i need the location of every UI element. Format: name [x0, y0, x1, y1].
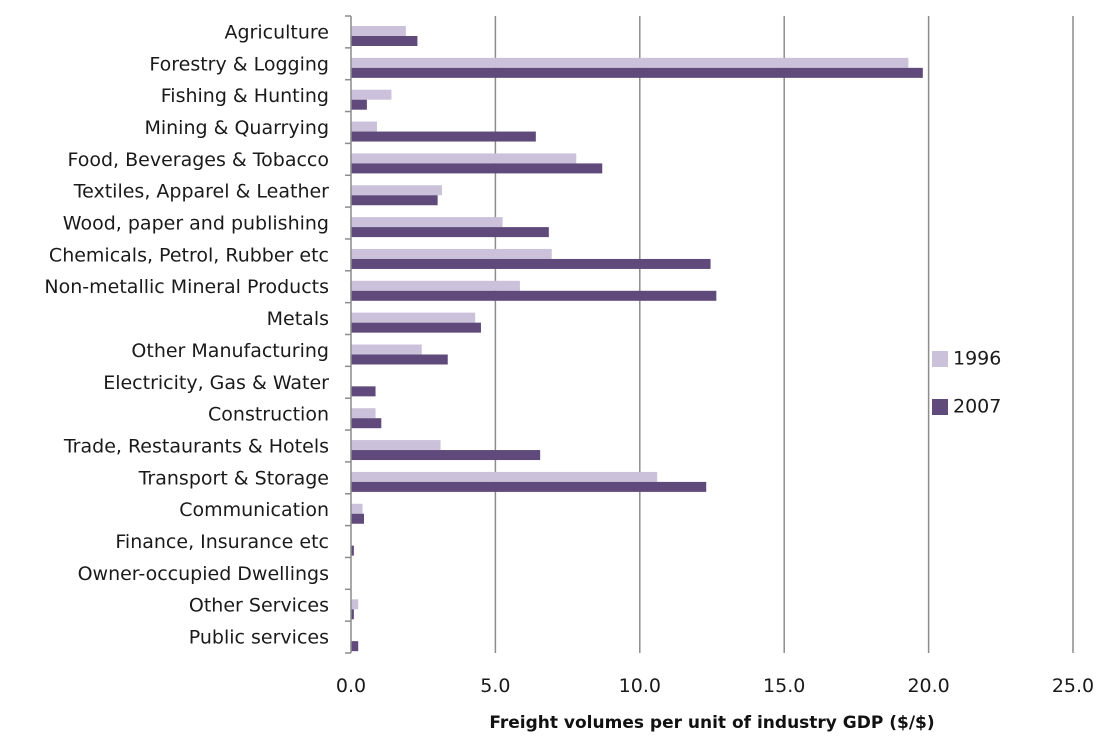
- bar-2007: [351, 481, 707, 492]
- legend-swatch-2007: [932, 399, 948, 415]
- bar-1996: [351, 26, 406, 36]
- bar-2007: [351, 450, 541, 461]
- category-labels: Agriculture Forestry & Logging Fishing & H…: [44, 21, 329, 648]
- category-label: Finance, Insurance etc: [115, 531, 329, 553]
- bar-2007: [351, 227, 549, 238]
- x-tick-label: 25.0: [1052, 675, 1094, 697]
- bar-1996: [351, 89, 392, 100]
- category-label: Public services: [189, 627, 329, 649]
- bar-2007: [351, 290, 717, 301]
- category-label: Agriculture: [225, 21, 330, 43]
- bar-2007: [351, 195, 438, 206]
- category-label: Wood, paper and publishing: [63, 213, 329, 235]
- bar-2007: [351, 131, 536, 142]
- bar-2007: [351, 386, 376, 397]
- bar-1996: [351, 408, 376, 419]
- category-label: Communication: [179, 499, 329, 521]
- legend-label-1996: 1996: [953, 348, 1001, 370]
- bar-2007: [351, 609, 354, 620]
- x-tick-label: 15.0: [763, 675, 805, 697]
- x-tick-label: 5.0: [480, 675, 510, 697]
- category-label: Mining & Quarrying: [144, 117, 329, 139]
- bar-2007: [351, 354, 448, 365]
- bar-2007: [351, 418, 382, 429]
- bar-2007: [351, 99, 367, 110]
- bar-2007: [351, 513, 364, 524]
- bar-1996: [351, 440, 441, 451]
- category-label: Trade, Restaurants & Hotels: [63, 435, 329, 457]
- bar-2007: [351, 322, 481, 333]
- bar-1996: [351, 471, 658, 482]
- bar-1996: [351, 312, 476, 323]
- bar-1996: [351, 344, 422, 355]
- bar-1996: [351, 503, 363, 514]
- bar-1996: [351, 57, 909, 68]
- category-label: Metals: [267, 308, 329, 330]
- bar-1996: [351, 248, 552, 259]
- category-label: Other Services: [189, 595, 329, 617]
- category-label: Chemicals, Petrol, Rubber etc: [49, 244, 329, 266]
- x-tick-label: 10.0: [619, 675, 661, 697]
- bar-2007: [351, 163, 603, 174]
- grid-lines: [494, 16, 1074, 653]
- bar-2007: [351, 67, 923, 78]
- bar-2007: [351, 258, 711, 269]
- bar-1996: [351, 599, 359, 610]
- x-tick-label: 20.0: [907, 675, 949, 697]
- bar-2007: [351, 641, 359, 652]
- category-label: Textiles, Apparel & Leather: [73, 181, 329, 203]
- bar-2007: [351, 545, 354, 556]
- bar-1996: [351, 121, 377, 132]
- category-label: Electricity, Gas & Water: [103, 372, 329, 394]
- bar-1996: [351, 185, 442, 196]
- y-axis: [345, 15, 352, 654]
- x-tick-label: 0.0: [336, 675, 366, 697]
- legend-label-2007: 2007: [953, 396, 1001, 418]
- category-label: Transport & Storage: [138, 467, 329, 489]
- category-label: Other Manufacturing: [131, 340, 329, 362]
- bar-2007: [351, 36, 418, 46]
- bar-1996: [351, 153, 577, 164]
- category-label: Non-metallic Mineral Products: [44, 276, 329, 298]
- x-tick-labels: 0.0 5.0 10.0 15.0 20.0 25.0: [336, 675, 1094, 697]
- x-axis-title: Freight volumes per unit of industry GDP…: [489, 713, 934, 733]
- bar-1996: [351, 217, 503, 228]
- legend-swatch-1996: [932, 351, 948, 367]
- legend: 1996 2007: [932, 348, 1001, 418]
- bar-1996: [351, 280, 520, 291]
- category-label: Fishing & Hunting: [161, 85, 329, 107]
- category-label: Forestry & Logging: [149, 53, 329, 75]
- bars: [351, 26, 923, 652]
- category-label: Owner-occupied Dwellings: [78, 563, 329, 585]
- category-label: Construction: [208, 404, 329, 426]
- category-label: Food, Beverages & Tobacco: [67, 149, 329, 171]
